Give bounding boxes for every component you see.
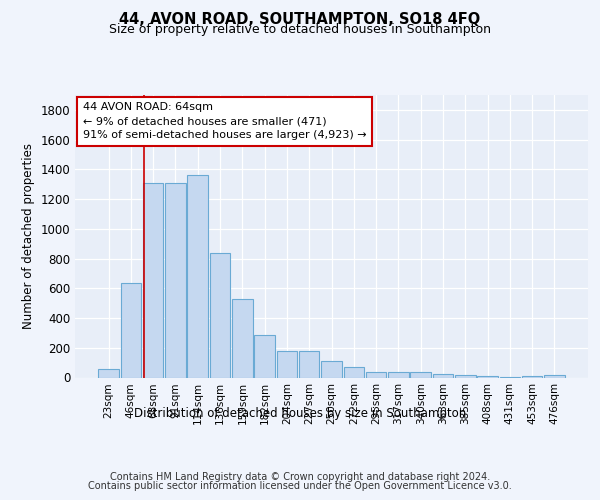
Text: Size of property relative to detached houses in Southampton: Size of property relative to detached ho… bbox=[109, 22, 491, 36]
Bar bbox=[165, 182, 186, 378]
Bar bbox=[121, 283, 141, 378]
Text: Contains public sector information licensed under the Open Government Licence v3: Contains public sector information licen… bbox=[88, 481, 512, 491]
Bar bbox=[277, 352, 297, 378]
Bar bbox=[433, 374, 453, 378]
Bar bbox=[366, 372, 386, 378]
Text: Contains HM Land Registry data © Crown copyright and database right 2024.: Contains HM Land Registry data © Crown c… bbox=[110, 472, 490, 482]
Bar bbox=[187, 174, 208, 378]
Bar bbox=[455, 376, 476, 378]
Text: 44 AVON ROAD: 64sqm
← 9% of detached houses are smaller (471)
91% of semi-detach: 44 AVON ROAD: 64sqm ← 9% of detached hou… bbox=[83, 102, 367, 140]
Bar bbox=[143, 184, 163, 378]
Bar bbox=[254, 335, 275, 378]
Bar bbox=[544, 376, 565, 378]
Text: 44, AVON ROAD, SOUTHAMPTON, SO18 4FQ: 44, AVON ROAD, SOUTHAMPTON, SO18 4FQ bbox=[119, 12, 481, 28]
Bar bbox=[477, 376, 498, 378]
Bar bbox=[410, 372, 431, 378]
Bar bbox=[299, 352, 319, 378]
Bar bbox=[232, 300, 253, 378]
Bar bbox=[344, 367, 364, 378]
Bar bbox=[500, 377, 520, 378]
Bar bbox=[321, 361, 342, 378]
Bar bbox=[98, 370, 119, 378]
Text: Distribution of detached houses by size in Southampton: Distribution of detached houses by size … bbox=[134, 408, 466, 420]
Bar bbox=[388, 372, 409, 378]
Bar bbox=[522, 376, 542, 378]
Bar bbox=[210, 252, 230, 378]
Y-axis label: Number of detached properties: Number of detached properties bbox=[22, 143, 35, 329]
